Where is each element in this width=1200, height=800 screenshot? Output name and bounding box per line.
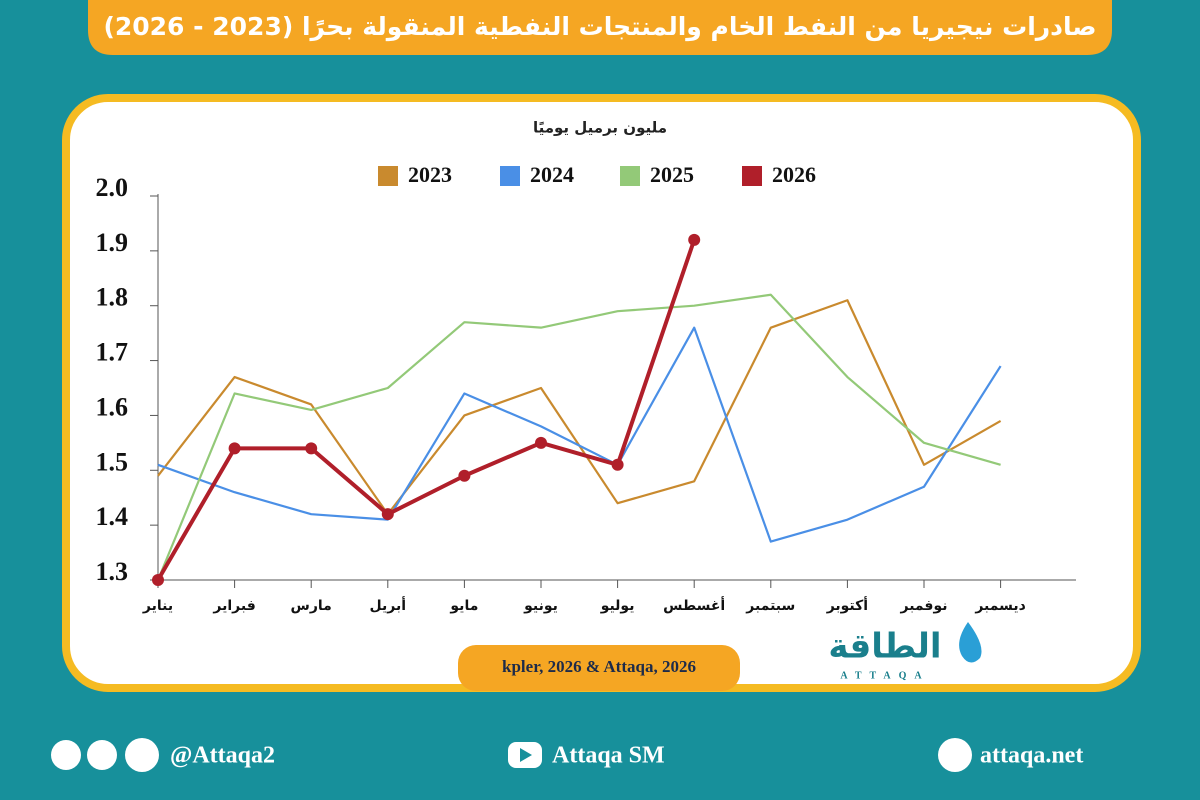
- y-tick-label: 1.8: [96, 283, 129, 312]
- x-tick-label: نوفمبر: [899, 598, 947, 614]
- x-tick-label: فبراير: [212, 598, 255, 614]
- social-handle: @Attaqa2: [170, 743, 275, 769]
- x-tick-label: ديسمبر: [974, 598, 1026, 614]
- source-box: [458, 645, 740, 691]
- y-tick-label: 1.7: [96, 338, 129, 367]
- logo: الطاقة ATTAQA: [828, 622, 982, 681]
- x-tick-label: أبريل: [370, 596, 407, 614]
- y-tick-label: 1.3: [96, 557, 129, 586]
- series-marker: [228, 442, 241, 455]
- x-tick-label: يوليو: [600, 598, 635, 614]
- y-tick-label: 2.0: [96, 173, 129, 202]
- y-tick-label: 1.6: [96, 392, 129, 421]
- x-tick-label: يناير: [142, 598, 173, 614]
- source: kpler, 2026 & Attaqa, 2026: [502, 657, 696, 676]
- x-tick-label: مارس: [291, 598, 332, 614]
- legend-swatch: [378, 166, 398, 186]
- y-tick-label: 1.9: [96, 228, 129, 257]
- series-marker: [688, 233, 701, 246]
- x-tick-label: أكتوبر: [826, 596, 868, 614]
- globe-icon: [938, 738, 972, 772]
- series-marker: [305, 442, 318, 455]
- y-axis-label: مليون برميل يوميًا: [533, 119, 667, 137]
- series-marker: [535, 436, 547, 449]
- x-icon: [51, 740, 81, 770]
- legend-swatch: [500, 166, 520, 186]
- logo-drop: [959, 622, 982, 663]
- website: attaqa.net: [980, 743, 1083, 769]
- y-tick-label: 1.4: [96, 502, 129, 531]
- instagram-icon: [87, 740, 117, 770]
- x-tick-label: سبتمبر: [745, 598, 795, 614]
- facebook-icon: [125, 738, 159, 772]
- series-line: [157, 326, 1002, 543]
- legend-swatch: [742, 166, 762, 186]
- series-marker: [611, 458, 624, 471]
- series-marker: [152, 574, 164, 586]
- legend-label: 2026: [772, 162, 816, 187]
- y-tick-label: 1.5: [96, 447, 129, 476]
- series-marker: [458, 469, 471, 482]
- series-line: [156, 293, 1001, 581]
- legend-label: 2025: [650, 162, 694, 187]
- footer-icons: [51, 738, 972, 772]
- series-marker: [381, 508, 394, 521]
- plot: 1.3 1.4 1.5 1.6 1.7 1.8 1.9 2.0 يناير فبراير مارس أ…: [96, 162, 1076, 614]
- title-banner: [88, 0, 1112, 55]
- logo-latin: ATTAQA: [840, 670, 929, 681]
- legend-label: 2024: [530, 162, 574, 187]
- x-tick-label: مايو: [449, 598, 478, 614]
- youtube-play: [520, 748, 532, 762]
- chart-title: صادرات نيجيريا من النفط الخام والمنتجات …: [103, 12, 1096, 42]
- logo-name: الطاقة: [828, 627, 941, 667]
- legend-swatch: [620, 166, 640, 186]
- x-tick-label: أغسطس: [663, 596, 725, 614]
- youtube-handle: Attaqa SM: [552, 743, 665, 769]
- series-line: [156, 239, 697, 582]
- legend-label: 2023: [408, 162, 452, 187]
- x-tick-label: يونيو: [523, 598, 558, 614]
